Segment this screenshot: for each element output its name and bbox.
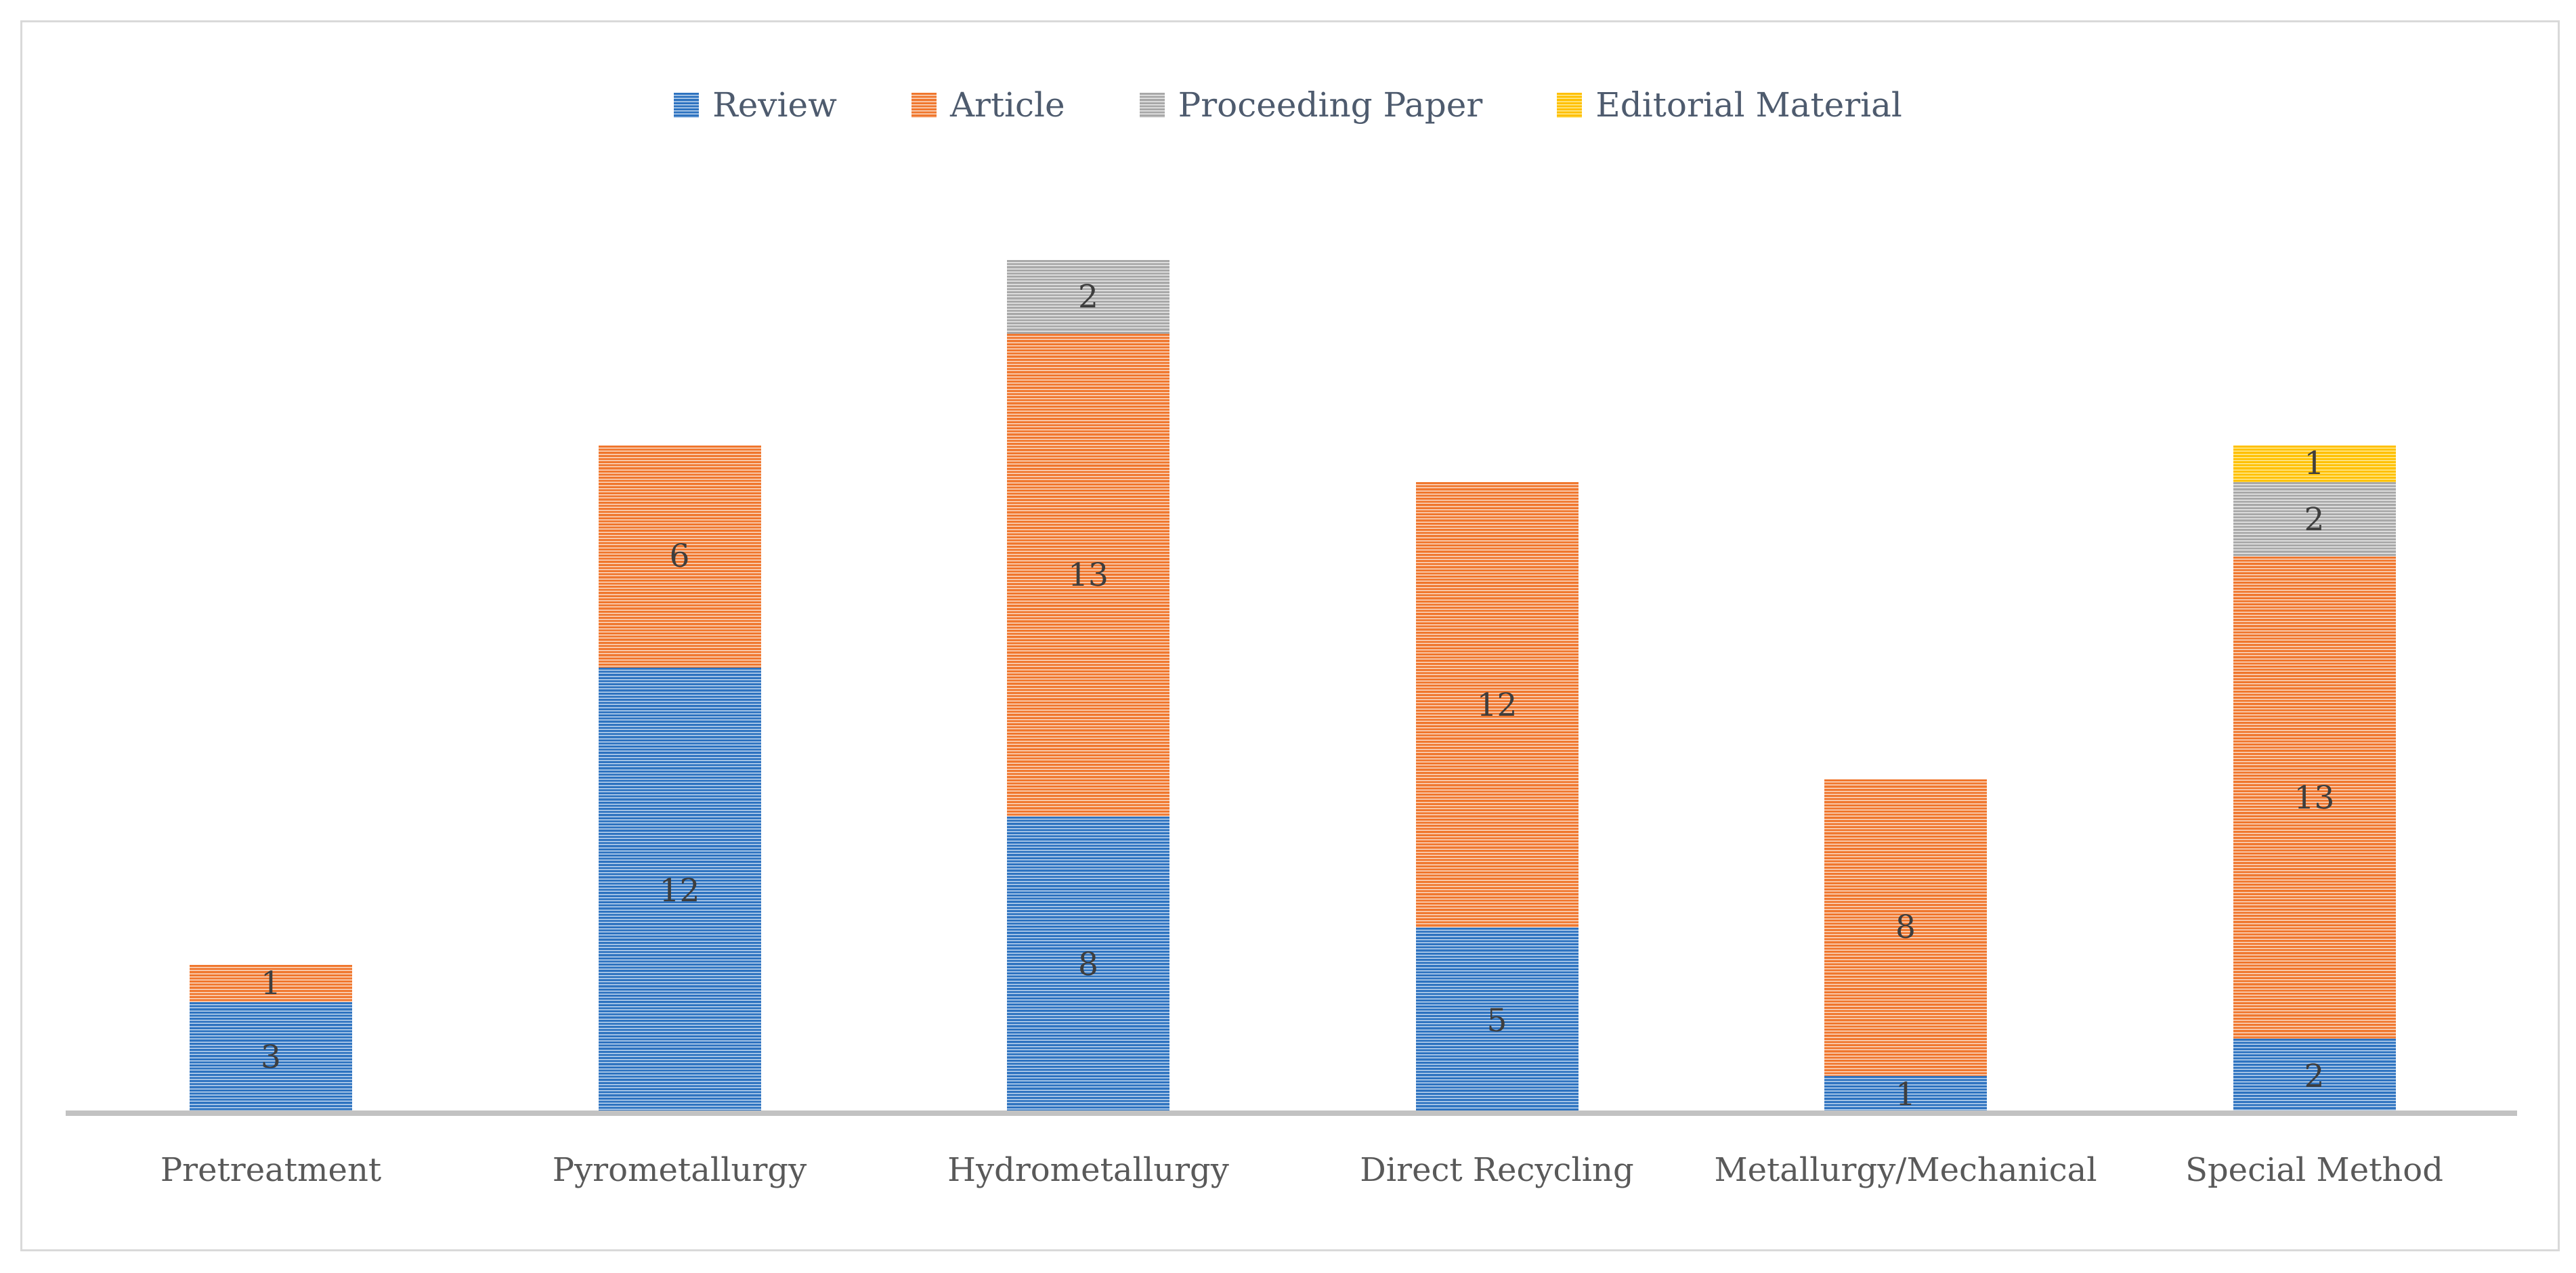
x-axis-line <box>66 1110 2517 1116</box>
legend-item-review: Review <box>674 88 837 122</box>
bar-segment-pretreatment-article: 1 <box>190 964 352 1002</box>
value-label: 12 <box>1476 686 1518 724</box>
chart-legend: Review Article Proceeding Paper Editorial M… <box>0 88 2576 122</box>
chart-border-frame <box>20 20 2560 1251</box>
category-label-pyrometallurgy: Pyrometallurgy <box>552 1151 807 1189</box>
bar-segment-special-method-editorial-material: 1 <box>2233 445 2396 483</box>
value-label: 1 <box>1895 1076 1916 1114</box>
legend-item-editorial-material: Editorial Material <box>1557 88 1902 122</box>
bar-segment-pretreatment-review: 3 <box>190 1001 352 1113</box>
category-label-pretreatment: Pretreatment <box>160 1151 382 1189</box>
category-label-hydrometallurgy: Hydrometallurgy <box>947 1151 1229 1189</box>
article-legend-swatch-icon <box>911 92 937 118</box>
value-label: 1 <box>261 964 281 1002</box>
category-label-metallurgy-mechanical: Metallurgy/Mechanical <box>1714 1151 2097 1189</box>
legend-item-proceeding-paper: Proceeding Paper <box>1139 85 1483 125</box>
bar-segment-pyrometallurgy-review: 12 <box>598 668 761 1113</box>
category-label-special-method: Special Method <box>2185 1151 2443 1189</box>
value-label: 3 <box>261 1039 281 1077</box>
review-legend-swatch-icon <box>674 92 700 118</box>
value-label: 1 <box>2304 445 2325 483</box>
value-label: 8 <box>1078 946 1098 984</box>
legend-label: Review <box>712 85 837 125</box>
editorial-material-legend-swatch-icon <box>1557 92 1583 118</box>
legend-label: Editorial Material <box>1595 85 1902 125</box>
proceeding-paper-legend-swatch-icon <box>1139 92 1165 118</box>
bar-segment-hydrometallurgy-review: 8 <box>1007 816 1169 1113</box>
bar-segment-hydrometallurgy-article: 13 <box>1007 334 1169 817</box>
value-label: 2 <box>2304 500 2325 538</box>
bar-segment-special-method-article: 13 <box>2233 557 2396 1039</box>
value-label: 13 <box>1068 556 1109 594</box>
value-label: 8 <box>1895 909 1916 947</box>
bar-segment-direct-recycling-review: 5 <box>1415 928 1579 1113</box>
value-label: 13 <box>2294 779 2335 817</box>
value-label: 12 <box>659 871 700 909</box>
bar-segment-hydrometallurgy-proceeding-paper: 2 <box>1007 259 1169 335</box>
bar-segment-metallurgy-mechanical-review: 1 <box>1824 1076 1987 1113</box>
value-label: 6 <box>669 538 690 576</box>
category-label-direct-recycling: Direct Recycling <box>1360 1151 1634 1189</box>
legend-item-article: Article <box>911 88 1065 122</box>
bar-segment-special-method-proceeding-paper: 2 <box>2233 482 2396 557</box>
value-label: 2 <box>1078 278 1098 316</box>
legend-label: Article <box>949 85 1065 125</box>
value-label: 2 <box>2304 1057 2325 1095</box>
bar-segment-direct-recycling-article: 12 <box>1415 482 1579 928</box>
bar-segment-metallurgy-mechanical-article: 8 <box>1824 779 1987 1077</box>
bar-segment-special-method-review: 2 <box>2233 1039 2396 1113</box>
value-label: 5 <box>1486 1001 1507 1039</box>
legend-label: Proceeding Paper <box>1178 85 1483 125</box>
bar-segment-pyrometallurgy-article: 6 <box>598 445 761 668</box>
